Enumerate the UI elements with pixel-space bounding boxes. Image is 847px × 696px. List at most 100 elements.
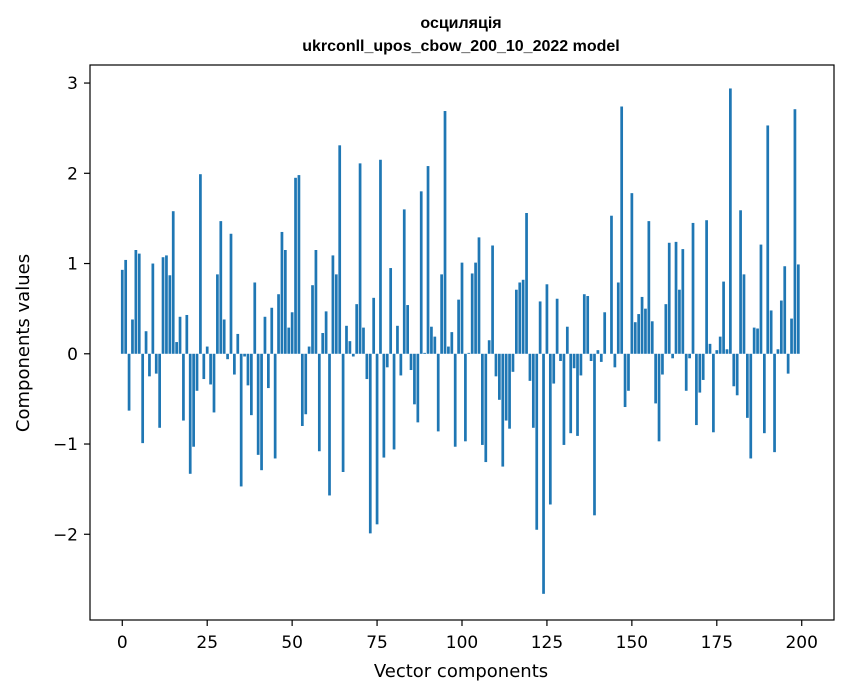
bar xyxy=(610,215,613,354)
bar xyxy=(304,353,308,415)
y-tick-label: 3 xyxy=(67,74,78,94)
bar xyxy=(620,106,624,354)
bar xyxy=(779,300,783,354)
bar xyxy=(399,353,403,376)
plot-frame xyxy=(89,64,835,621)
bar xyxy=(487,340,491,354)
bar xyxy=(579,353,583,376)
bar xyxy=(667,242,671,354)
bar xyxy=(246,353,250,386)
bar xyxy=(396,325,399,354)
bar xyxy=(216,274,219,354)
bar xyxy=(199,174,202,354)
bar xyxy=(382,353,386,458)
bar xyxy=(603,312,607,354)
x-axis-ticks: 0 25 50 75 100 125 150 175 200 xyxy=(117,620,818,653)
y-tick-label: −2 xyxy=(53,525,78,545)
bar xyxy=(535,353,539,530)
bar xyxy=(314,250,318,354)
bar xyxy=(433,336,437,354)
bar xyxy=(222,319,226,354)
y-tick-label: 2 xyxy=(67,164,78,184)
bar xyxy=(270,307,274,354)
bar xyxy=(732,353,736,387)
x-tick-label: 25 xyxy=(196,633,218,653)
bar xyxy=(195,353,199,391)
bar xyxy=(491,245,494,354)
bar xyxy=(521,279,525,354)
bar xyxy=(430,326,433,354)
bar xyxy=(406,305,409,354)
bar xyxy=(334,274,338,354)
chart-title: осциляція xyxy=(420,15,501,32)
bar xyxy=(657,353,661,442)
bar xyxy=(474,262,477,354)
bar xyxy=(345,325,348,354)
bar xyxy=(124,259,128,354)
bar xyxy=(338,145,342,354)
bar xyxy=(504,353,508,421)
bar xyxy=(572,353,576,369)
bar xyxy=(555,298,559,354)
bar xyxy=(297,175,301,354)
bar xyxy=(596,350,600,354)
bar xyxy=(576,353,579,436)
bar xyxy=(508,353,511,429)
bar xyxy=(267,353,270,389)
bar xyxy=(776,349,780,354)
bar xyxy=(127,353,131,411)
bar xyxy=(654,353,657,404)
bar xyxy=(470,273,474,354)
bar xyxy=(321,333,325,354)
bar xyxy=(402,209,406,354)
bar xyxy=(168,275,172,354)
bar xyxy=(718,336,722,354)
bar xyxy=(236,333,240,354)
bar xyxy=(593,353,596,516)
bar xyxy=(447,346,450,354)
x-tick-label: 0 xyxy=(117,633,128,653)
bar xyxy=(477,237,481,354)
bar xyxy=(715,350,719,354)
bar xyxy=(372,297,376,354)
bar xyxy=(379,159,382,354)
bar xyxy=(688,353,691,359)
bar xyxy=(633,322,637,354)
bar xyxy=(599,353,603,362)
bar-series xyxy=(120,88,800,594)
bar xyxy=(300,353,304,426)
bar xyxy=(368,353,372,534)
bar xyxy=(674,241,678,354)
bar xyxy=(562,353,566,445)
bar xyxy=(742,274,746,354)
bar xyxy=(341,353,345,472)
bar xyxy=(243,353,246,357)
bar xyxy=(613,353,617,368)
bar xyxy=(165,255,168,354)
bar xyxy=(239,353,243,487)
bar xyxy=(392,353,396,450)
bar xyxy=(681,249,685,354)
bar xyxy=(141,353,145,444)
bar xyxy=(365,353,369,380)
y-axis-ticks: −2 −1 0 1 2 3 xyxy=(53,74,90,545)
bar xyxy=(735,353,739,396)
bar xyxy=(545,284,549,354)
bar xyxy=(647,221,651,354)
bar xyxy=(209,353,212,385)
bar xyxy=(467,352,471,354)
bar xyxy=(212,353,216,413)
x-axis-label: Vector components xyxy=(374,661,548,682)
bar xyxy=(440,274,443,354)
bar xyxy=(749,353,753,459)
bar xyxy=(178,316,182,354)
bar xyxy=(192,353,195,447)
bar xyxy=(722,281,725,354)
bar xyxy=(375,353,379,525)
bar xyxy=(351,353,355,357)
bar xyxy=(783,266,787,354)
bar xyxy=(515,289,518,354)
bar xyxy=(202,353,206,380)
x-tick-label: 100 xyxy=(446,633,478,653)
